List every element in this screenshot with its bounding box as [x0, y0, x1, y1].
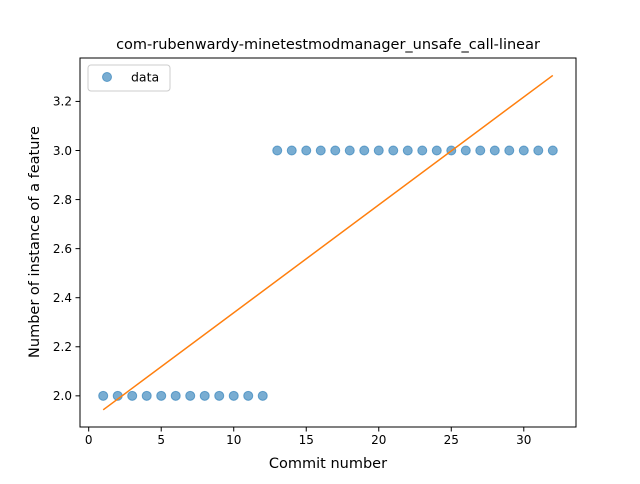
data-point	[547, 145, 558, 156]
data-point	[344, 145, 355, 156]
legend-label: data	[131, 70, 159, 85]
data-point	[228, 390, 239, 401]
axis-ticks: 0 5 10 15 20 25 30 2.0 2.2 2.4 2.6 2.8 3.0 3.2	[53, 95, 532, 447]
data-point	[388, 145, 399, 156]
y-tick-label: 2.0	[53, 389, 72, 403]
data-point	[504, 145, 515, 156]
chart-marks	[98, 74, 558, 411]
data-point	[402, 145, 413, 156]
data-point	[257, 390, 268, 401]
data-point	[127, 390, 138, 401]
data-point	[272, 145, 283, 156]
data-point	[533, 145, 544, 156]
data-point	[170, 390, 181, 401]
data-point	[214, 390, 225, 401]
y-tick-label: 2.2	[53, 340, 72, 354]
y-tick-label: 2.6	[53, 242, 72, 256]
x-axis-label: Commit number	[269, 456, 387, 472]
legend: data	[87, 64, 171, 92]
data-point	[489, 145, 500, 156]
x-tick-label: 10	[226, 433, 241, 447]
chart-title: com-rubenwardy-minetestmodmanager_unsafe…	[116, 37, 540, 53]
fit-line	[102, 74, 554, 411]
data-point	[431, 145, 442, 156]
y-tick-label: 2.4	[53, 291, 72, 305]
x-tick-label: 30	[516, 433, 531, 447]
x-tick-label: 25	[444, 433, 459, 447]
data-point	[518, 145, 529, 156]
legend-marker	[102, 72, 112, 82]
y-tick-label: 3.0	[53, 144, 72, 158]
data-point	[315, 145, 326, 156]
y-axis-label: Number of instance of a feature	[27, 126, 43, 358]
data-point	[141, 390, 152, 401]
x-tick-label: 20	[371, 433, 386, 447]
y-tick-label: 2.8	[53, 193, 72, 207]
data-point	[286, 145, 297, 156]
legend-box	[87, 64, 171, 92]
data-point	[460, 145, 471, 156]
data-point	[330, 145, 341, 156]
data-point	[185, 390, 196, 401]
data-point	[417, 145, 428, 156]
data-point	[475, 145, 486, 156]
data-point	[301, 145, 312, 156]
x-tick-label: 15	[299, 433, 314, 447]
data-point	[199, 390, 210, 401]
data-point	[156, 390, 167, 401]
axes-frame	[79, 57, 577, 428]
data-point	[373, 145, 384, 156]
data-point	[359, 145, 370, 156]
data-point	[98, 390, 109, 401]
x-tick-label: 0	[85, 433, 93, 447]
y-tick-label: 3.2	[53, 95, 72, 109]
data-point	[243, 390, 254, 401]
x-tick-label: 5	[157, 433, 165, 447]
